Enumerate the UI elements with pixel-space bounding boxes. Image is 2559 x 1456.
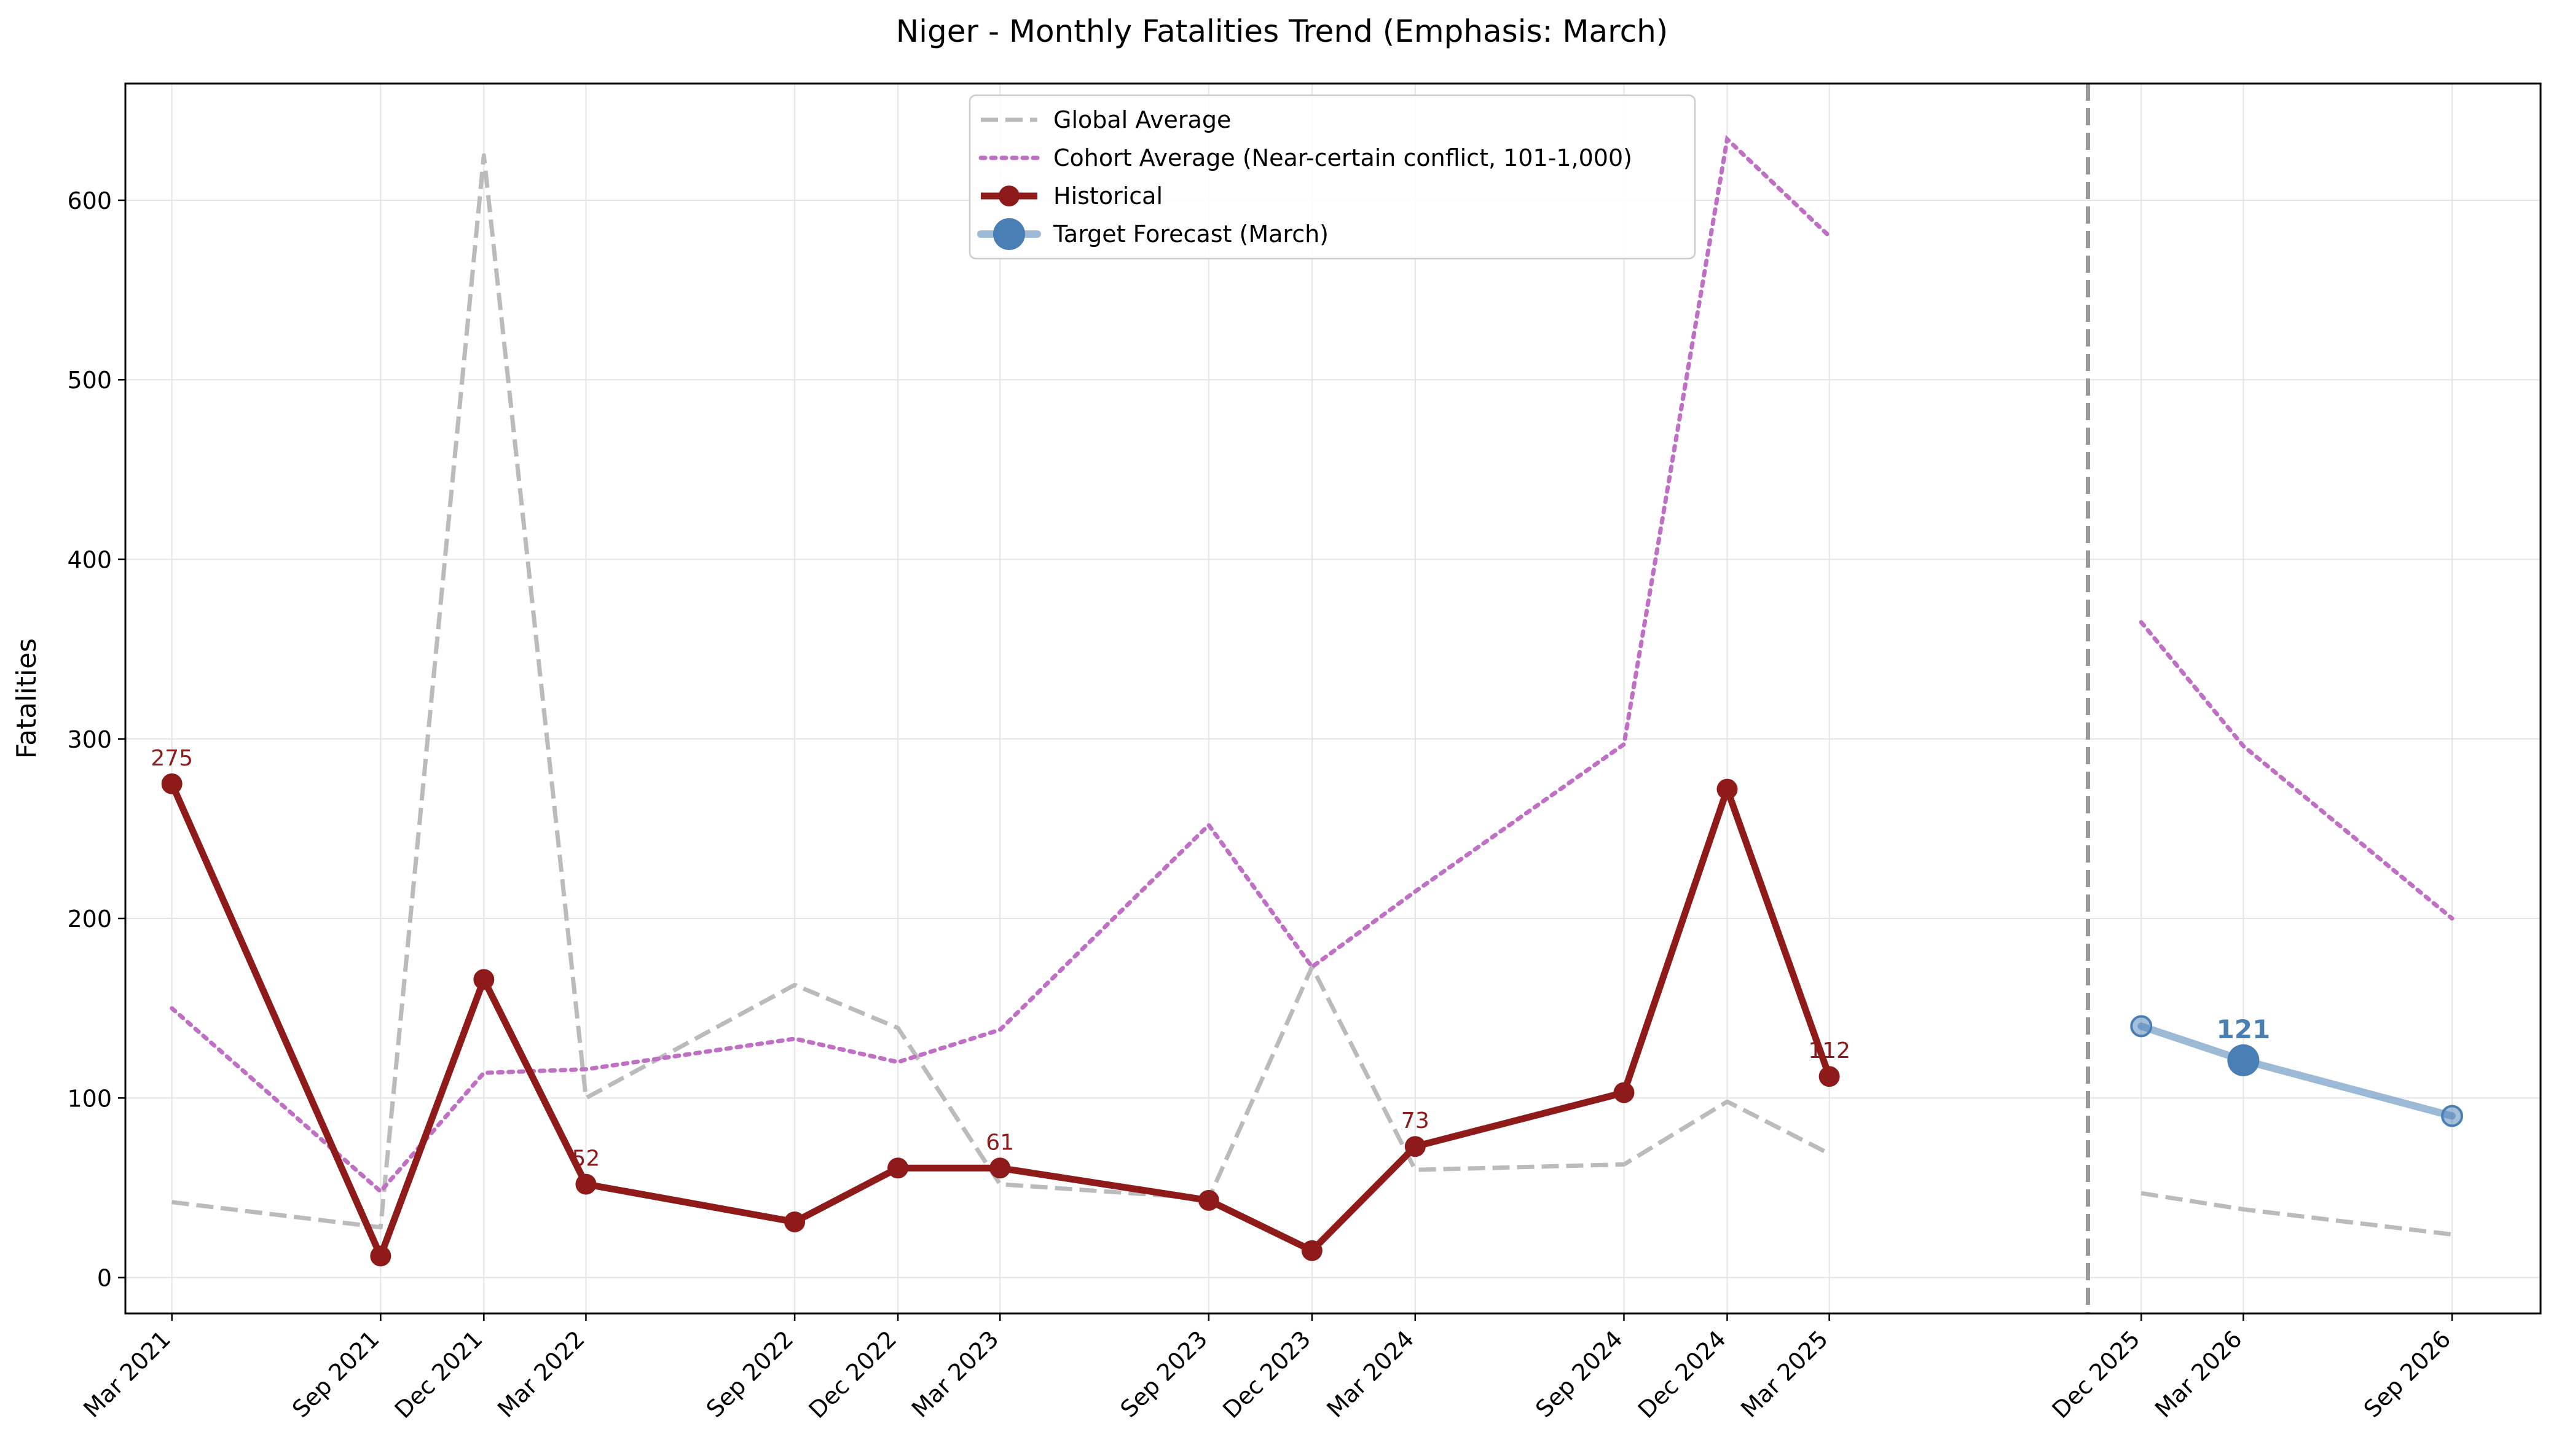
historical-point — [1613, 1082, 1635, 1103]
legend-swatch-marker — [993, 218, 1025, 250]
series-line-dashed — [2140, 1191, 2453, 1237]
grid-lines — [125, 84, 2541, 1313]
legend-entry-label: Global Average — [1053, 106, 1231, 133]
data-labels: 275 52 61 73 112 121 — [151, 746, 2270, 1172]
forecast-value-label: 121 — [2217, 1014, 2271, 1044]
historical-point — [887, 1157, 909, 1179]
y-axis-label: Fatalities — [11, 638, 42, 759]
y-tick-label: 200 — [67, 906, 112, 933]
historical-point — [1716, 778, 1738, 800]
legend: Global Average Cohort Average (Near-certa… — [969, 94, 1696, 260]
y-tick-label: 300 — [67, 726, 112, 753]
legend-box — [969, 94, 1696, 260]
historical-point — [1301, 1240, 1323, 1261]
y-tick-label: 600 — [67, 187, 112, 214]
historical-value-label: 112 — [1808, 1038, 1850, 1063]
historical-point — [1818, 1066, 1840, 1087]
y-tick-label: 0 — [97, 1265, 112, 1292]
historical-point — [989, 1157, 1011, 1179]
legend-entry-label: Cohort Average (Near-certain conflict, 1… — [1053, 144, 1632, 171]
forecast-point — [2130, 1015, 2153, 1038]
y-tick-label: 500 — [67, 367, 112, 394]
historical-value-label: 73 — [1401, 1108, 1429, 1133]
plot-frame — [124, 82, 2542, 1315]
chart-title: Niger - Monthly Fatalities Trend (Emphas… — [896, 14, 1669, 49]
forecast-target-point — [2227, 1044, 2260, 1076]
legend-entry-label: Historical — [1053, 182, 1163, 209]
historical-point — [473, 969, 495, 990]
series-line-dotted — [170, 135, 1832, 1195]
legend-swatch-marker — [999, 186, 1020, 206]
historical-value-label: 52 — [572, 1146, 600, 1172]
forecast-point — [2441, 1105, 2464, 1127]
y-tick-label: 100 — [67, 1085, 112, 1112]
historical-point — [575, 1173, 597, 1195]
historical-point — [1198, 1189, 1219, 1211]
historical-point — [1404, 1136, 1426, 1157]
historical-point — [784, 1211, 806, 1232]
series-line-dotted — [2139, 620, 2455, 921]
historical-value-label: 275 — [151, 746, 193, 771]
series-markers — [161, 773, 2464, 1267]
historical-value-label: 61 — [986, 1130, 1014, 1155]
y-tick-label: 400 — [67, 546, 112, 573]
legend-entry-label: Target Forecast (March) — [1053, 221, 1329, 248]
historical-point — [370, 1245, 391, 1267]
historical-point — [161, 773, 183, 794]
series-line-dashed — [171, 153, 1831, 1230]
